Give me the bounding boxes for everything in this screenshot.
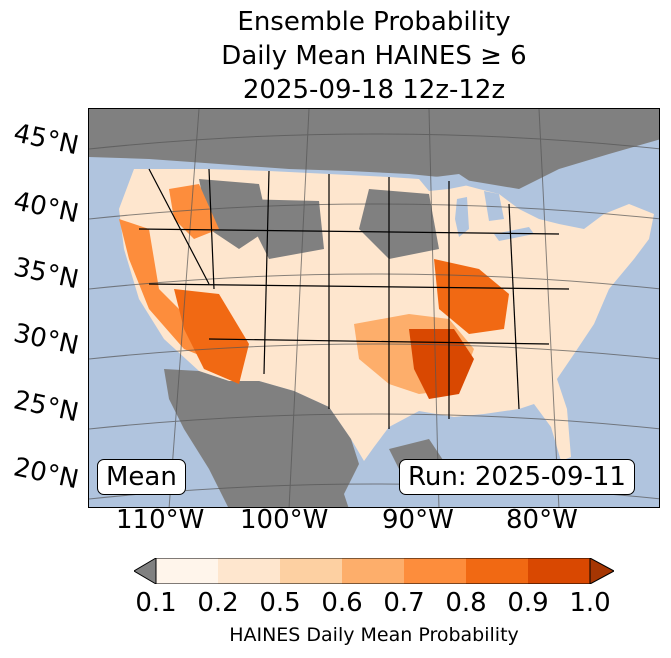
prob-area-idaho: [169, 184, 219, 239]
map-title-line-1: Ensemble Probability: [237, 7, 511, 37]
lon-label-90w: 90°W: [382, 505, 454, 535]
colorbar-bin-0.8-0.9: [466, 558, 528, 584]
colorbar-tick-0.5: 0.5: [259, 588, 301, 618]
state-borders: [138, 168, 570, 429]
lon-label-100w: 100°W: [240, 505, 329, 535]
colorbar-bin-0.5-0.6: [280, 558, 342, 584]
lat-label-40n: 40°N: [10, 186, 82, 230]
no-data-southwest: [254, 409, 329, 469]
colorbar: [134, 558, 614, 584]
lake-superior: [419, 174, 474, 191]
map-canvas: [89, 109, 659, 507]
lon-label-80w: 80°W: [506, 505, 578, 535]
colorbar-tick-0.8: 0.8: [445, 588, 487, 618]
map-title-line-3: 2025-09-18 12z-12z: [242, 75, 506, 105]
colorbar-tick-0.1: 0.1: [135, 588, 177, 618]
lat-label-45n: 45°N: [10, 118, 82, 162]
lat-label-30n: 30°N: [10, 318, 82, 362]
canada-land: [89, 109, 659, 189]
colorbar-tick-0.9: 0.9: [507, 588, 549, 618]
colorbar-under-arrow: [134, 558, 157, 584]
probability-map: [88, 108, 660, 508]
no-data-north-rockies: [199, 179, 269, 249]
colorbar-tick-0.2: 0.2: [197, 588, 239, 618]
map-title-line-2: Daily Mean HAINES ≥ 6: [221, 41, 527, 71]
colorbar-bin-0.9-1.0: [528, 558, 590, 584]
colorbar-tick-0.6: 0.6: [321, 588, 363, 618]
prob-area-ohio-valley: [434, 259, 509, 334]
colorbar-bin-0.6-0.7: [342, 558, 404, 584]
colorbar-bin-0.1-0.2: [156, 558, 218, 584]
stat-label-box: Mean: [97, 459, 186, 495]
lat-label-35n: 35°N: [10, 252, 82, 296]
colorbar-label: HAINES Daily Mean Probability: [229, 624, 519, 646]
lon-label-110w: 110°W: [116, 505, 205, 535]
colorbar-bin-0.2-0.5: [218, 558, 280, 584]
no-data-upper-midwest: [359, 189, 439, 259]
prob-area-lower-mississippi: [409, 329, 474, 399]
graticule: [89, 109, 659, 507]
colorbar-tick-0.7: 0.7: [383, 588, 425, 618]
colorbar-frame: [155, 558, 591, 584]
lat-label-25n: 25°N: [10, 385, 82, 429]
colorbar-bin-0.7-0.8: [404, 558, 466, 584]
us-land: [119, 169, 654, 461]
colorbar-over-arrow: [589, 558, 614, 584]
lake-huron: [484, 191, 504, 221]
prob-area-arizona: [174, 289, 249, 384]
run-date-box: Run: 2025-09-11: [399, 459, 635, 495]
lake-michigan: [455, 197, 469, 237]
colorbar-tick-1.0: 1.0: [569, 588, 611, 618]
lat-label-20n: 20°N: [10, 452, 82, 496]
